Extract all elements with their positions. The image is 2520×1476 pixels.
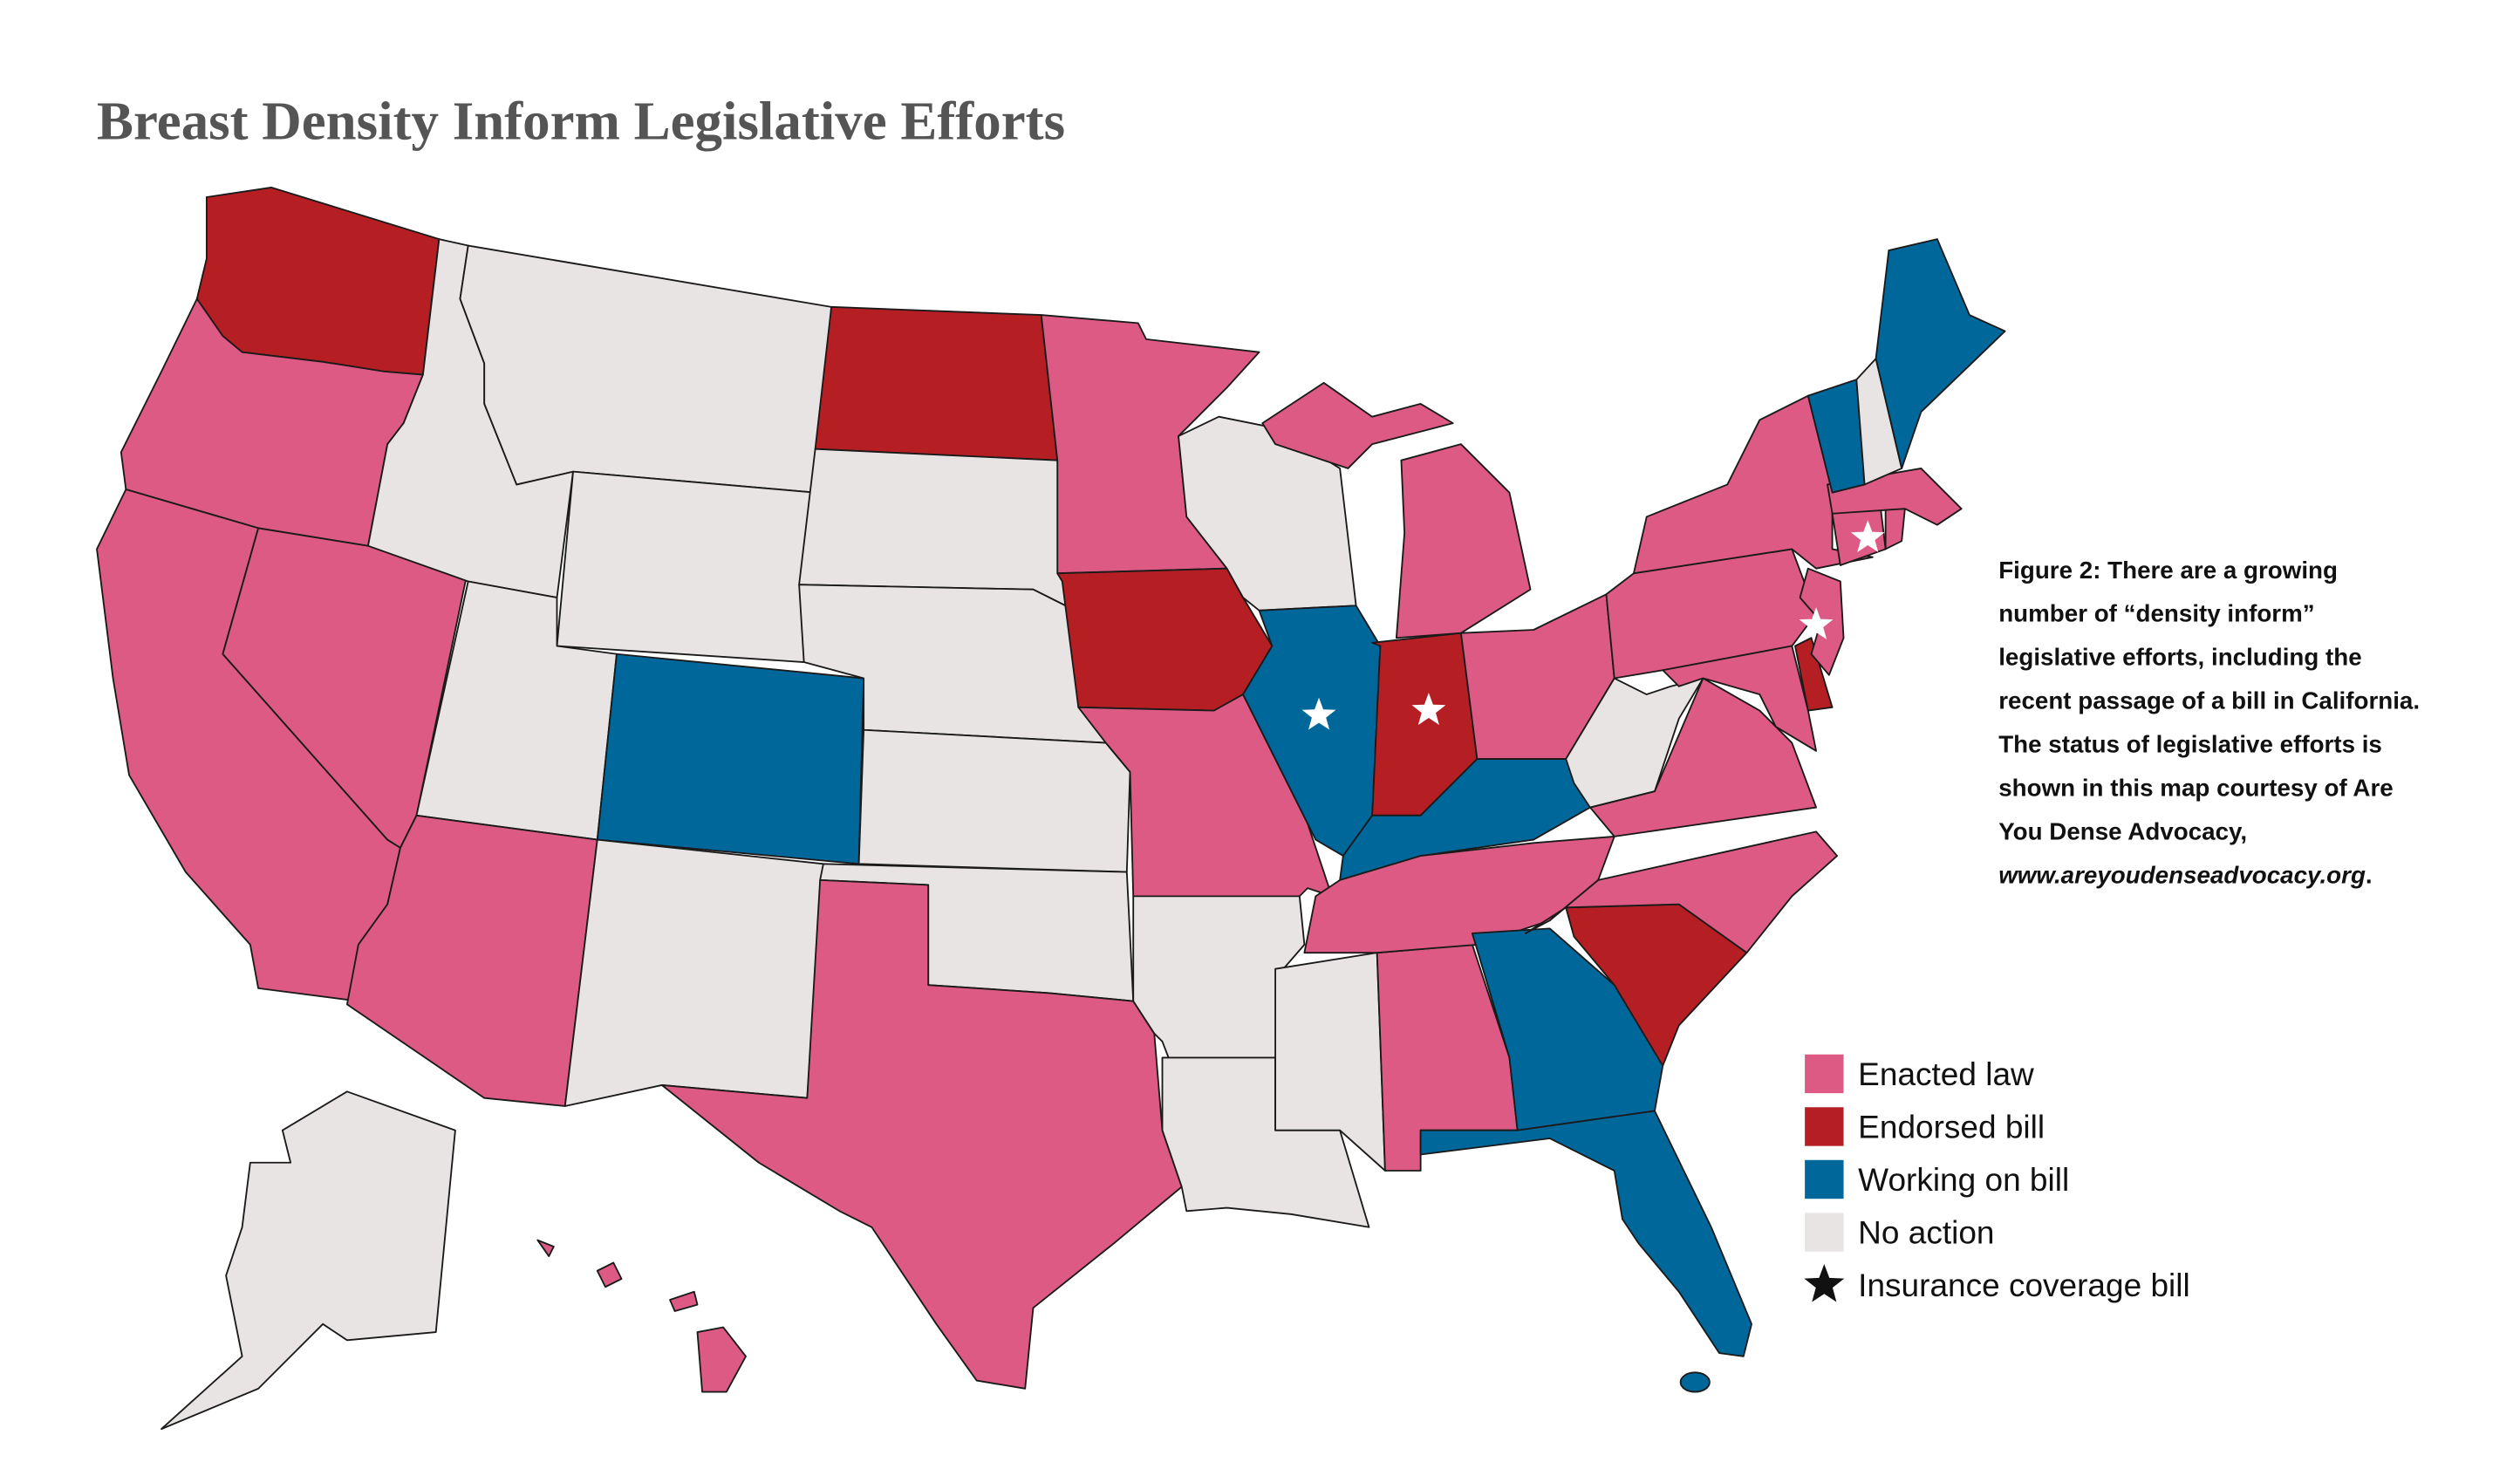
legend-label: Working on bill xyxy=(1858,1161,2069,1198)
caption-line: Figure 2: There are a growing xyxy=(1998,557,2338,585)
state xyxy=(556,470,816,663)
legend-swatch xyxy=(1805,1054,1844,1094)
state xyxy=(1884,508,1906,550)
map-star xyxy=(1850,520,1885,552)
caption-line: number of “density inform” xyxy=(1998,600,2315,629)
state xyxy=(660,878,1183,1390)
state xyxy=(596,1261,623,1288)
state xyxy=(1565,677,1704,809)
state xyxy=(596,653,865,865)
state xyxy=(459,244,833,494)
caption-line: legislative efforts, including the xyxy=(1998,644,2362,673)
states xyxy=(96,186,2006,1431)
map-star xyxy=(1799,607,1834,639)
state xyxy=(814,305,1059,461)
state xyxy=(1077,694,1333,898)
map-star xyxy=(1411,693,1446,726)
caption-line: shown in this map courtesy of Are xyxy=(1998,775,2394,803)
state xyxy=(1419,1110,1752,1357)
legend-swatch xyxy=(1805,1107,1844,1146)
caption-end: . xyxy=(2365,862,2373,890)
state xyxy=(1395,443,1532,639)
state xyxy=(696,1326,747,1393)
state xyxy=(563,838,824,1107)
state xyxy=(1662,645,1818,752)
state xyxy=(1875,238,2006,469)
caption-line: The status of legislative efforts is xyxy=(1998,731,2382,760)
legend: Enacted law Endorsed bill Working on bill N… xyxy=(1804,1054,2190,1303)
state xyxy=(1525,830,1839,954)
state xyxy=(1242,605,1382,858)
state xyxy=(1471,927,1664,1131)
legend-star xyxy=(1804,1263,1845,1302)
title: Breast Density Inform Legislative Effort… xyxy=(97,90,1065,151)
state xyxy=(1794,637,1834,712)
legend-swatch xyxy=(1805,1213,1844,1252)
caption-line: www.areyoudenseadvocacy.org. xyxy=(1998,854,2518,898)
state xyxy=(160,1090,456,1431)
legend-label: Endorsed bill xyxy=(1858,1108,2045,1145)
caption-line: recent passage of a bill in California. xyxy=(1998,687,2421,716)
state xyxy=(669,1290,699,1312)
caption-url: www.areyoudenseadvocacy.org xyxy=(1998,862,2366,890)
legend-swatch xyxy=(1805,1159,1844,1199)
caption: Figure 2: There are a growing number of “… xyxy=(1998,549,2518,898)
state xyxy=(1679,1371,1711,1393)
map-star xyxy=(1301,697,1336,730)
state xyxy=(857,728,1131,873)
state xyxy=(1261,381,1454,469)
legend-label: Insurance coverage bill xyxy=(1858,1267,2189,1303)
state xyxy=(536,1239,555,1258)
caption-line: You Dense Advocacy, xyxy=(1998,818,2248,846)
legend-label: Enacted law xyxy=(1858,1056,2034,1092)
legend-label: No action xyxy=(1858,1213,1994,1250)
map-stars xyxy=(1301,520,1885,730)
state xyxy=(798,448,1067,607)
caption-box: Figure 2: There are a growing number of “… xyxy=(1998,549,2518,898)
